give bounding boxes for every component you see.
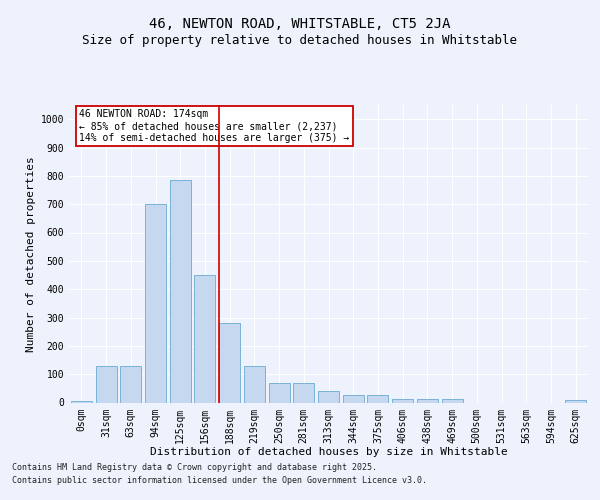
Text: 46, NEWTON ROAD, WHITSTABLE, CT5 2JA: 46, NEWTON ROAD, WHITSTABLE, CT5 2JA [149,18,451,32]
Text: Contains public sector information licensed under the Open Government Licence v3: Contains public sector information licen… [12,476,427,485]
Bar [565,400,586,402]
Bar [293,382,314,402]
Bar [392,399,413,402]
Text: Contains HM Land Registry data © Crown copyright and database right 2025.: Contains HM Land Registry data © Crown c… [12,462,377,471]
Bar [318,391,339,402]
Bar [343,396,364,402]
Y-axis label: Number of detached properties: Number of detached properties [26,156,37,352]
Bar [442,399,463,402]
X-axis label: Distribution of detached houses by size in Whitstable: Distribution of detached houses by size … [149,447,508,457]
Bar [170,180,191,402]
Bar [219,323,240,402]
Bar [145,204,166,402]
Bar [244,366,265,403]
Bar [269,382,290,402]
Bar [367,396,388,402]
Bar [120,366,141,403]
Bar [194,275,215,402]
Bar [417,399,438,402]
Text: 46 NEWTON ROAD: 174sqm
← 85% of detached houses are smaller (2,237)
14% of semi-: 46 NEWTON ROAD: 174sqm ← 85% of detached… [79,110,350,142]
Bar [71,401,92,402]
Bar [95,366,116,403]
Text: Size of property relative to detached houses in Whitstable: Size of property relative to detached ho… [83,34,517,47]
